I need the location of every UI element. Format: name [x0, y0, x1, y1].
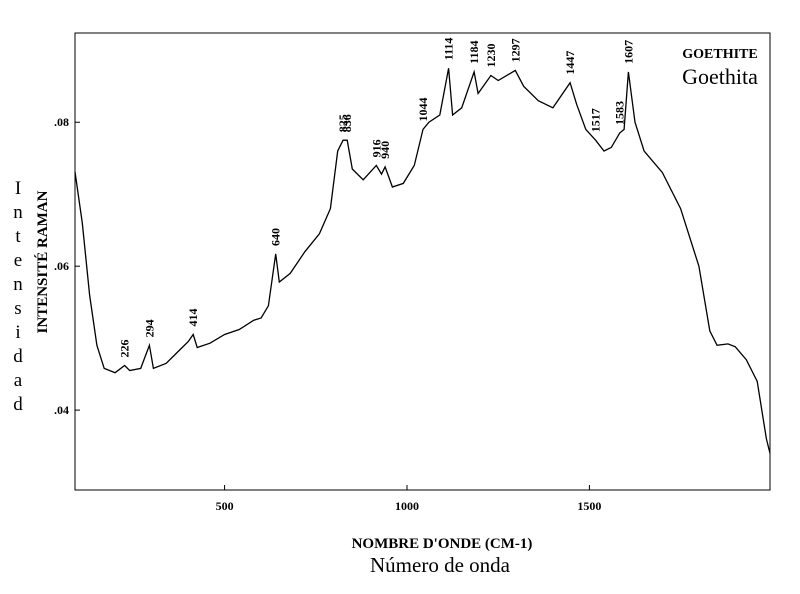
peak-label: 1044 [416, 97, 430, 121]
peak-label: 1517 [589, 108, 603, 132]
peak-label: 294 [142, 319, 156, 337]
chart-title: GOETHITE [682, 47, 757, 62]
x-tick-label: 500 [216, 499, 234, 513]
peak-label: 825 [336, 114, 350, 132]
peak-label: 226 [118, 339, 132, 357]
x-tick-label: 1500 [577, 499, 601, 513]
y-axis-label: INTENSITÉ RAMAN [34, 190, 51, 333]
peak-label: 836 [340, 114, 354, 132]
chart-subtitle: Goethita [682, 64, 758, 89]
plot-frame [74, 32, 771, 491]
peak-label: 916 [369, 139, 383, 157]
spectrum-line [74, 68, 771, 454]
x-axis-label-2: Número de onda [370, 553, 511, 577]
y-tick-label: .04 [54, 403, 69, 417]
peak-label: 1114 [442, 38, 456, 61]
peak-label: 1607 [621, 40, 635, 64]
peak-label: 414 [186, 309, 200, 327]
peak-label: 1184 [467, 41, 481, 64]
y-axis-label-2: Intensidad [8, 178, 29, 418]
peak-label: 1230 [484, 43, 498, 67]
peak-label: 640 [269, 228, 283, 246]
peak-label: 1297 [508, 38, 522, 62]
x-tick-label: 1000 [395, 499, 419, 513]
peak-label: 940 [378, 141, 392, 159]
x-axis-label: NOMBRE D'ONDE (CM-1) [352, 536, 533, 552]
peak-label: 1583 [613, 101, 627, 125]
peak-label: 1447 [563, 51, 577, 75]
y-tick-label: .06 [54, 259, 69, 273]
y-tick-label: .08 [54, 115, 69, 129]
